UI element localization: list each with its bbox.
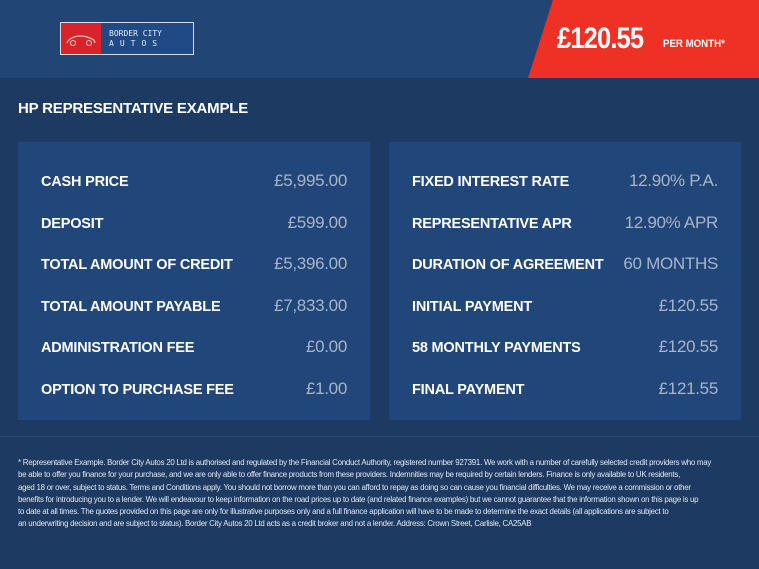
row-label: TOTAL AMOUNT OF CREDIT: [41, 257, 233, 273]
logo-line2: AUTOS: [109, 38, 164, 48]
finance-row: OPTION TO PURCHASE FEE £1.00: [41, 379, 347, 399]
finance-row: TOTAL AMOUNT OF CREDIT £5,396.00: [41, 254, 347, 274]
row-value: £120.55: [658, 337, 719, 356]
row-value: 12.90% P.A.: [628, 171, 718, 190]
finance-row: DEPOSIT £599.00: [41, 213, 347, 233]
finance-panel-right: FIXED INTEREST RATE 12.90% P.A. REPRESENTA…: [389, 142, 741, 420]
row-value: £599.00: [287, 212, 348, 232]
logo[interactable]: BORDER CITY AUTOS: [60, 22, 194, 55]
disclaimer-line: aged 18 or over, subject to status. Term…: [18, 482, 691, 492]
row-value: £5,995.00: [274, 171, 347, 190]
row-label: TOTAL AMOUNT PAYABLE: [41, 298, 221, 315]
logo-line1: BORDER CITY: [109, 28, 162, 38]
section-title: HP REPRESENTATIVE EXAMPLE: [18, 100, 249, 117]
disclaimer-line: * Representative Example. Border City Au…: [18, 458, 712, 467]
row-value: 12.90% APR: [624, 212, 719, 232]
disclaimer-line: be able to offer you finance for your pu…: [18, 470, 681, 480]
row-label: FINAL PAYMENT: [412, 381, 525, 398]
row-value: £7,833.00: [274, 295, 347, 315]
row-label: DURATION OF AGREEMENT: [412, 257, 604, 273]
finance-row: INITIAL PAYMENT £120.55: [412, 296, 718, 316]
row-value: £0.00: [305, 337, 347, 356]
finance-row: REPRESENTATIVE APR 12.90% APR: [412, 213, 718, 233]
row-label: 58 MONTHLY PAYMENTS: [412, 340, 581, 356]
finance-row: FINAL PAYMENT £121.55: [412, 379, 718, 399]
finance-row: CASH PRICE £5,995.00: [41, 171, 347, 191]
row-value: £5,396.00: [274, 254, 347, 273]
disclaimer: * Representative Example. Border City Au…: [18, 457, 711, 531]
row-label: OPTION TO PURCHASE FEE: [41, 381, 234, 398]
row-label: ADMINISTRATION FEE: [41, 340, 195, 356]
finance-panel-left: CASH PRICE £5,995.00 DEPOSIT £599.00 TOTAL A…: [18, 142, 370, 420]
row-label: DEPOSIT: [41, 215, 104, 232]
finance-row: ADMINISTRATION FEE £0.00: [41, 337, 347, 357]
row-value: £121.55: [658, 378, 719, 398]
disclaimer-line: an underwriting decision and are subject…: [18, 519, 532, 529]
car-icon: [61, 23, 101, 54]
row-label: FIXED INTEREST RATE: [412, 174, 570, 190]
row-value: £1.00: [305, 378, 347, 398]
finance-row: FIXED INTEREST RATE 12.90% P.A.: [412, 171, 718, 191]
disclaimer-line: benefits for introducing you to a lender…: [18, 494, 699, 504]
finance-row: DURATION OF AGREEMENT 60 MONTHS: [412, 254, 718, 274]
finance-row: 58 MONTHLY PAYMENTS £120.55: [412, 337, 718, 357]
row-value: £120.55: [658, 295, 719, 315]
row-value: 60 MONTHS: [623, 254, 718, 273]
row-label: CASH PRICE: [41, 174, 129, 190]
finance-row: TOTAL AMOUNT PAYABLE £7,833.00: [41, 296, 347, 316]
header: BORDER CITY AUTOS: [0, 0, 759, 78]
disclaimer-line: to date at all times. The quotes provide…: [18, 507, 669, 517]
divider: [0, 436, 759, 437]
row-label: REPRESENTATIVE APR: [412, 215, 572, 232]
row-label: INITIAL PAYMENT: [412, 298, 532, 315]
